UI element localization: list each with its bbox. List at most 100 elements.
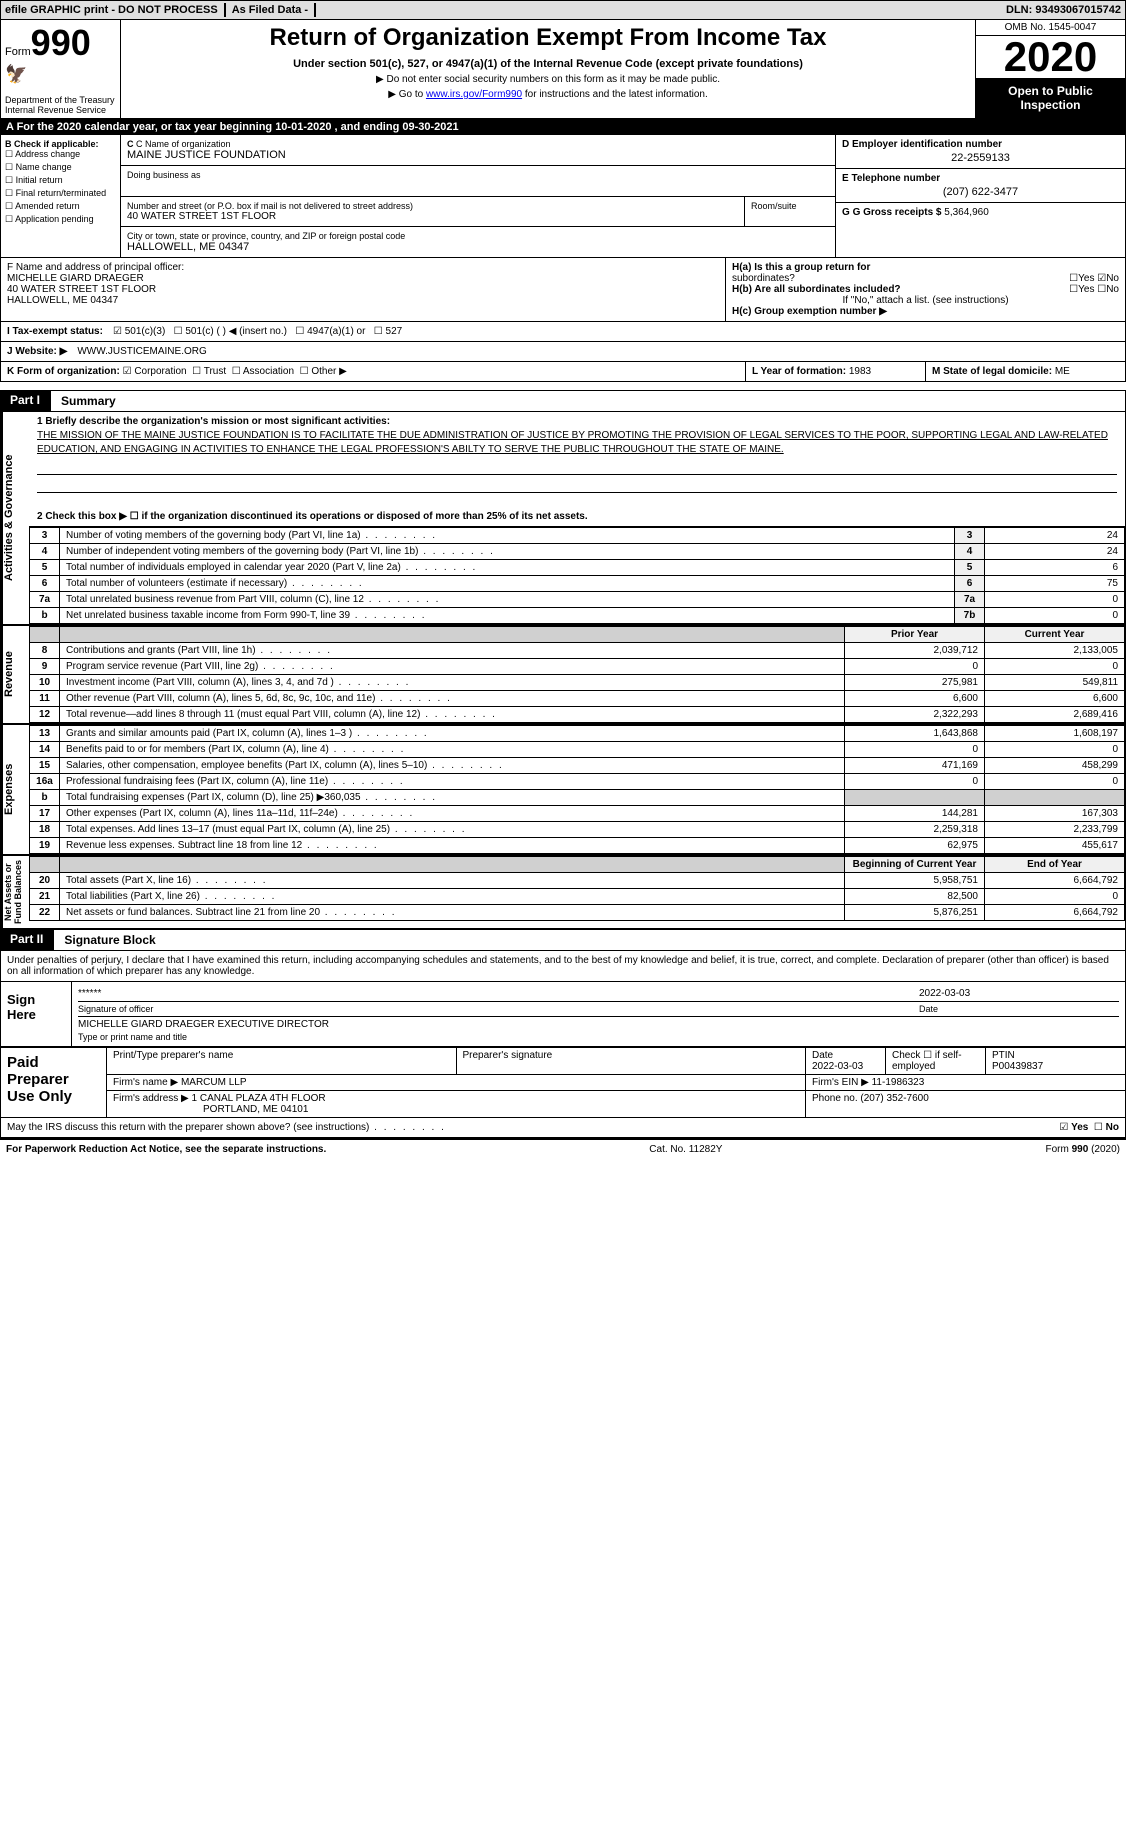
section-b: B Check if applicable: ☐ Address change … xyxy=(0,135,1126,258)
chk-527[interactable]: ☐ 527 xyxy=(374,326,402,337)
website-value: WWW.JUSTICEMAINE.ORG xyxy=(77,346,206,357)
q1: 1 Briefly describe the organization's mi… xyxy=(37,416,1117,427)
perjury-decl: Under penalties of perjury, I declare th… xyxy=(1,951,1125,981)
prep-selfemp: Check ☐ if self-employed xyxy=(892,1050,979,1072)
part1-header: Part I Summary xyxy=(0,390,1126,412)
hc-label: H(c) Group exemption number ▶ xyxy=(732,306,887,317)
chk-initial[interactable]: ☐ Initial return xyxy=(5,175,116,186)
sig-stars: ****** xyxy=(78,988,101,999)
phone-value: (207) 622-3477 xyxy=(842,186,1119,198)
chk-trust[interactable]: ☐ Trust xyxy=(192,366,226,377)
mission-text: THE MISSION OF THE MAINE JUSTICE FOUNDAT… xyxy=(37,429,1117,457)
chk-address[interactable]: ☐ Address change xyxy=(5,149,116,160)
gross-receipts: 5,364,960 xyxy=(944,207,989,218)
discuss-text: May the IRS discuss this return with the… xyxy=(7,1122,1059,1133)
header: Form990 🦅 Department of the Treasury Int… xyxy=(0,20,1126,119)
chk-name[interactable]: ☐ Name change xyxy=(5,162,116,173)
i-label: I Tax-exempt status: xyxy=(7,326,103,337)
form-prefix: Form xyxy=(5,46,31,58)
form-number: 990 xyxy=(31,22,91,63)
prep-date: 2022-03-03 xyxy=(812,1061,879,1072)
firm-phone-label: Phone no. xyxy=(812,1093,858,1104)
firm-city: PORTLAND, ME 04101 xyxy=(203,1104,308,1115)
open-public: Open to Public Inspection xyxy=(976,78,1125,118)
irs-eagle-icon: 🦅 xyxy=(5,64,116,85)
k-label: K Form of organization: xyxy=(7,366,120,377)
ha-yesno: ☐Yes ☑No xyxy=(1069,273,1119,284)
tax-year: 2020 xyxy=(976,36,1125,78)
note2-post: for instructions and the latest informat… xyxy=(522,89,708,100)
discuss-yesno: ☑ Yes ☐ No xyxy=(1059,1122,1119,1133)
sig-date: 2022-03-03 xyxy=(919,988,1119,999)
expense-table: 13Grants and similar amounts paid (Part … xyxy=(29,725,1125,854)
officer-addr1: 40 WATER STREET 1ST FLOOR xyxy=(7,284,719,295)
chk-4947[interactable]: ☐ 4947(a)(1) or xyxy=(295,326,365,337)
vlabel-gov: Activities & Governance xyxy=(1,412,29,624)
revenue-table: Prior Year Current Year 8Contributions a… xyxy=(29,626,1125,723)
chk-final[interactable]: ☐ Final return/terminated xyxy=(5,188,116,199)
hdr-current-year: Current Year xyxy=(985,627,1125,643)
firm-phone: (207) 352-7600 xyxy=(860,1093,928,1104)
hdr-prior-year: Prior Year xyxy=(845,627,985,643)
prep-date-label: Date xyxy=(812,1050,879,1061)
chk-corp[interactable]: ☑ Corporation xyxy=(123,366,187,377)
dba-label: Doing business as xyxy=(127,170,829,180)
org-name: MAINE JUSTICE FOUNDATION xyxy=(127,149,829,161)
ha-sub: subordinates? xyxy=(732,273,795,284)
note1: ▶ Do not enter social security numbers o… xyxy=(125,74,971,85)
chk-amended[interactable]: ☐ Amended return xyxy=(5,201,116,212)
prep-r1c1: Print/Type preparer's name xyxy=(113,1050,450,1061)
chk-501c3[interactable]: ☑ 501(c)(3) xyxy=(113,326,165,337)
firm-ein-label: Firm's EIN ▶ xyxy=(812,1077,869,1088)
room-label: Room/suite xyxy=(745,197,835,226)
c-label: C C Name of organization xyxy=(127,139,829,149)
q2: 2 Check this box ▶ ☐ if the organization… xyxy=(37,511,1117,522)
officer-row: F Name and address of principal officer:… xyxy=(0,258,1126,322)
chk-501c[interactable]: ☐ 501(c) ( ) ◀ (insert no.) xyxy=(174,326,287,337)
row-k: K Form of organization: ☑ Corporation ☐ … xyxy=(0,362,1126,382)
sign-here-label: Sign Here xyxy=(1,982,71,1046)
chk-assoc[interactable]: ☐ Association xyxy=(232,366,294,377)
addr-label: Number and street (or P.O. box if mail i… xyxy=(127,201,738,211)
asfiled-text: As Filed Data - xyxy=(232,4,308,16)
date-label: Date xyxy=(919,1004,1119,1014)
m-label: M State of legal domicile: xyxy=(932,366,1052,377)
row-j: J Website: ▶ WWW.JUSTICEMAINE.ORG xyxy=(0,342,1126,362)
firm-ein: 11-1986323 xyxy=(872,1077,925,1088)
hdr-boy: Beginning of Current Year xyxy=(845,857,985,873)
type-print-label: Type or print name and title xyxy=(78,1032,1119,1042)
hb-note: If "No," attach a list. (see instruction… xyxy=(732,295,1119,306)
efile-text: efile GRAPHIC print - DO NOT PROCESS xyxy=(5,4,218,16)
note2: ▶ Go to www.irs.gov/Form990 for instruct… xyxy=(125,89,971,100)
ptin-value: P00439837 xyxy=(992,1061,1119,1072)
part2-no: Part II xyxy=(0,929,53,951)
footer: For Paperwork Reduction Act Notice, see … xyxy=(0,1138,1126,1159)
gov-table: 3Number of voting members of the governi… xyxy=(29,527,1125,624)
prep-r1c2: Preparer's signature xyxy=(463,1050,800,1061)
ptin-label: PTIN xyxy=(992,1050,1119,1061)
l-label: L Year of formation: xyxy=(752,366,846,377)
firm-addr-label: Firm's address ▶ xyxy=(113,1093,189,1104)
subtitle: Under section 501(c), 527, or 4947(a)(1)… xyxy=(125,58,971,70)
sig-officer-label: Signature of officer xyxy=(78,1004,919,1014)
street-address: 40 WATER STREET 1ST FLOOR xyxy=(127,211,738,222)
chk-other[interactable]: ☐ Other ▶ xyxy=(300,366,347,377)
year-formation: 1983 xyxy=(849,366,871,377)
ha-label: H(a) Is this a group return for xyxy=(732,262,870,273)
row-a: A For the 2020 calendar year, or tax yea… xyxy=(0,119,1126,135)
officer-name: MICHELLE GIARD DRAEGER xyxy=(7,273,719,284)
chk-pending[interactable]: ☐ Application pending xyxy=(5,214,116,225)
officer-name-title: MICHELLE GIARD DRAEGER EXECUTIVE DIRECTO… xyxy=(78,1019,329,1030)
d-label: D Employer identification number xyxy=(842,139,1119,150)
irs-link[interactable]: www.irs.gov/Form990 xyxy=(426,89,522,100)
row-i: I Tax-exempt status: ☑ 501(c)(3) ☐ 501(c… xyxy=(0,322,1126,342)
officer-addr2: HALLOWELL, ME 04347 xyxy=(7,295,719,306)
b-label: B Check if applicable: xyxy=(5,139,116,149)
dept-text: Department of the Treasury Internal Reve… xyxy=(5,95,116,115)
hb-yesno: ☐Yes ☐No xyxy=(1069,284,1119,295)
vlabel-exp: Expenses xyxy=(1,725,29,854)
hdr-eoy: End of Year xyxy=(985,857,1125,873)
footer-catno: Cat. No. 11282Y xyxy=(649,1144,722,1155)
part1-no: Part I xyxy=(0,390,50,412)
f-label: F Name and address of principal officer: xyxy=(7,262,719,273)
